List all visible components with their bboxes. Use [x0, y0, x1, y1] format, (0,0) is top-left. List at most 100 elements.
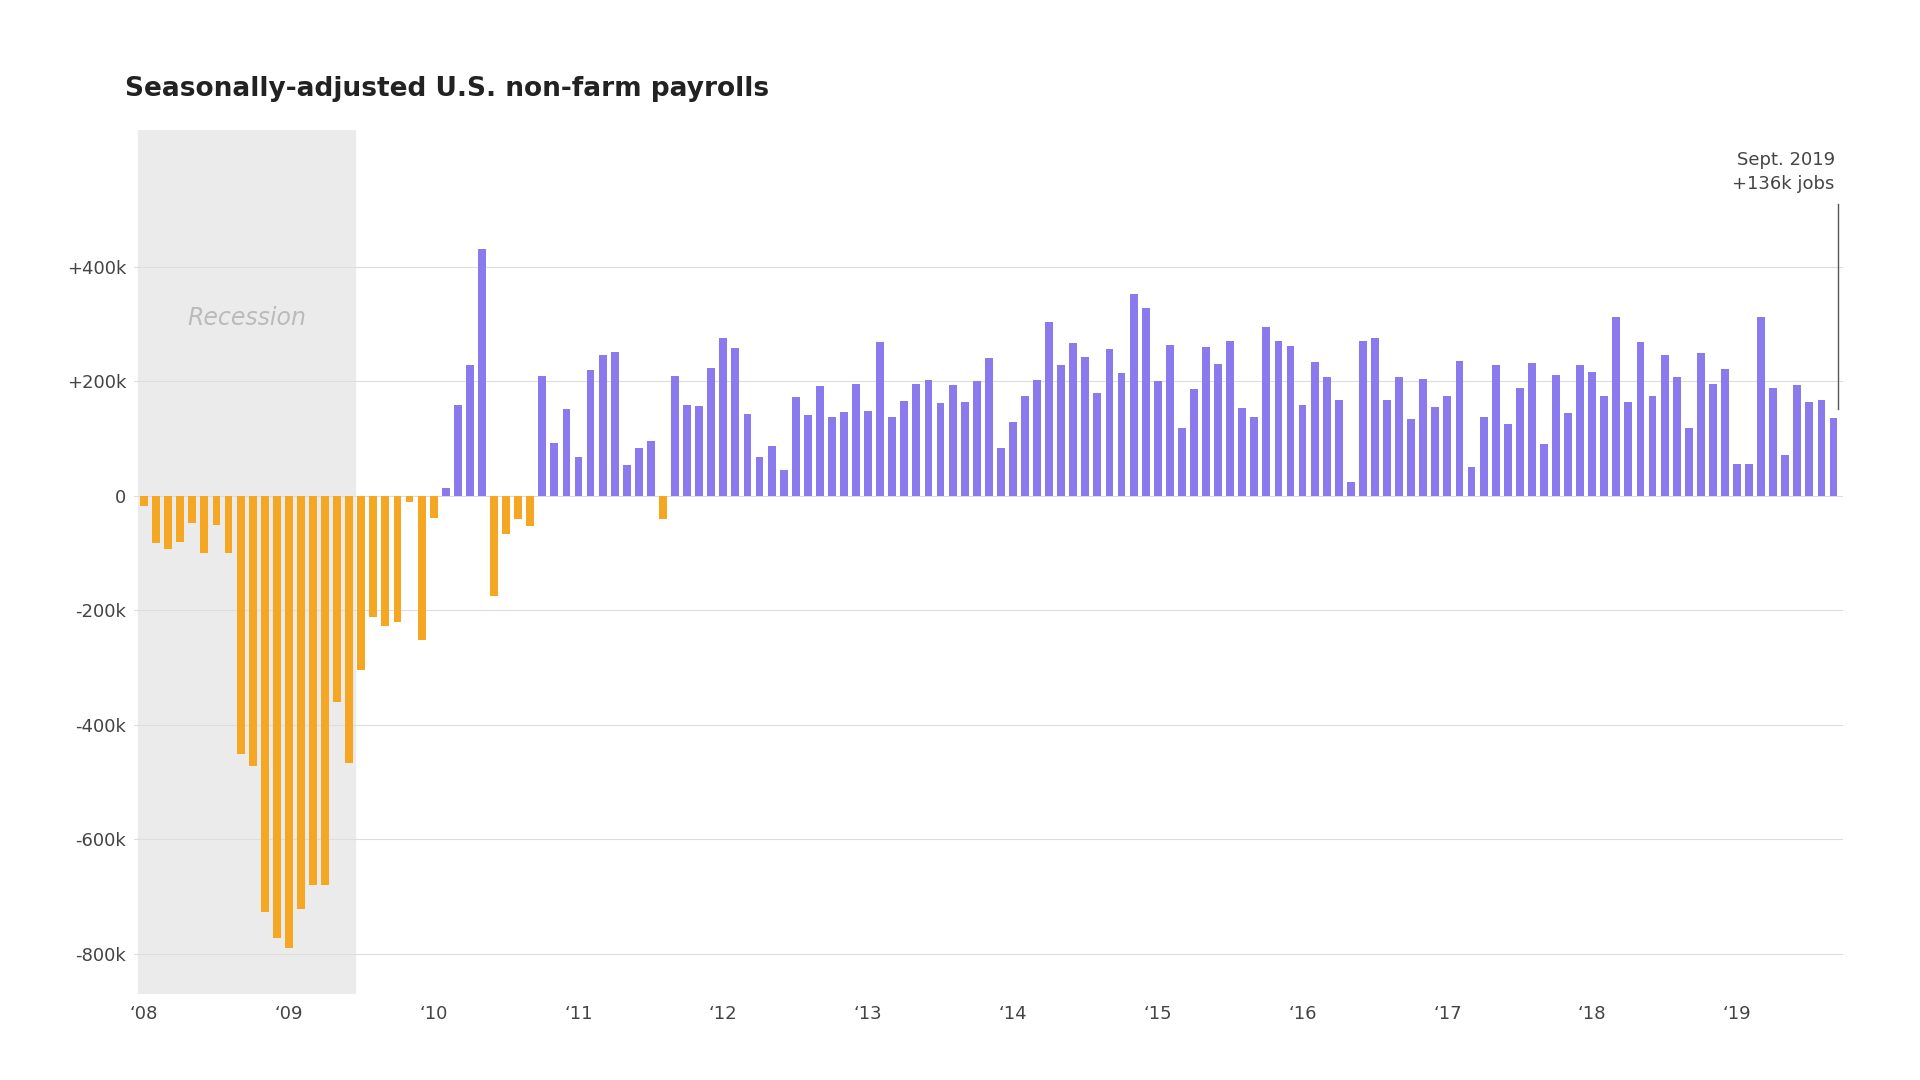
Bar: [743, 414, 751, 496]
Bar: [1709, 383, 1716, 496]
Bar: [1190, 389, 1198, 496]
Bar: [284, 496, 292, 948]
Bar: [1298, 405, 1306, 496]
Bar: [236, 496, 244, 755]
Bar: [1407, 419, 1415, 496]
Bar: [647, 441, 655, 496]
Bar: [948, 386, 956, 496]
Bar: [1238, 408, 1246, 496]
Bar: [900, 402, 908, 496]
Bar: [1348, 482, 1356, 496]
Bar: [804, 415, 812, 496]
Bar: [1432, 407, 1440, 496]
Bar: [1165, 345, 1173, 496]
Bar: [1782, 455, 1789, 496]
Bar: [188, 496, 196, 523]
Bar: [732, 348, 739, 496]
Bar: [1311, 363, 1319, 496]
Bar: [1396, 377, 1404, 496]
Bar: [467, 365, 474, 496]
Bar: [1444, 395, 1452, 496]
Bar: [1250, 417, 1258, 496]
Bar: [1588, 373, 1596, 496]
Bar: [1455, 362, 1463, 496]
Bar: [1793, 386, 1801, 496]
Bar: [1033, 380, 1041, 496]
Bar: [261, 496, 269, 913]
Bar: [852, 383, 860, 496]
Bar: [622, 464, 630, 496]
Bar: [369, 496, 376, 617]
Bar: [357, 496, 365, 670]
Bar: [1359, 340, 1367, 496]
Bar: [1021, 395, 1029, 496]
Text: Sept. 2019
+136k jobs: Sept. 2019 +136k jobs: [1732, 151, 1836, 192]
Bar: [478, 249, 486, 496]
Bar: [152, 496, 159, 543]
Text: Seasonally-adjusted U.S. non-farm payrolls: Seasonally-adjusted U.S. non-farm payrol…: [125, 76, 768, 102]
Bar: [1770, 388, 1778, 496]
Bar: [1818, 400, 1826, 496]
Bar: [442, 488, 449, 496]
Bar: [925, 380, 933, 496]
Bar: [841, 413, 849, 496]
Bar: [1286, 346, 1294, 496]
Bar: [334, 496, 342, 702]
Bar: [659, 496, 666, 519]
Bar: [611, 352, 618, 496]
Bar: [1649, 395, 1657, 496]
Bar: [1179, 428, 1187, 496]
Bar: [707, 368, 714, 496]
Bar: [1129, 294, 1137, 496]
Bar: [636, 448, 643, 496]
Bar: [1069, 343, 1077, 496]
Bar: [1830, 418, 1837, 496]
Bar: [298, 496, 305, 909]
Bar: [1757, 318, 1764, 496]
Bar: [1382, 401, 1390, 496]
Bar: [1805, 402, 1812, 496]
Bar: [960, 402, 968, 496]
Bar: [684, 405, 691, 496]
Bar: [985, 357, 993, 496]
Bar: [816, 386, 824, 496]
Bar: [1686, 428, 1693, 496]
Bar: [1551, 375, 1559, 496]
Bar: [864, 411, 872, 496]
Bar: [1467, 468, 1475, 496]
Bar: [912, 384, 920, 496]
Bar: [538, 376, 545, 496]
Bar: [419, 496, 426, 640]
Bar: [1154, 381, 1162, 496]
Bar: [1576, 365, 1584, 496]
Bar: [720, 338, 728, 496]
Bar: [1624, 402, 1632, 496]
Bar: [140, 496, 148, 505]
Bar: [165, 496, 173, 549]
Bar: [430, 496, 438, 518]
Bar: [273, 496, 280, 939]
Bar: [876, 342, 883, 496]
Bar: [1480, 417, 1488, 496]
Bar: [1334, 401, 1342, 496]
Bar: [405, 496, 413, 502]
Bar: [780, 470, 787, 496]
Bar: [1213, 364, 1221, 496]
Bar: [1517, 388, 1524, 496]
Bar: [453, 405, 461, 496]
Bar: [1117, 374, 1125, 496]
Bar: [1044, 322, 1052, 496]
Bar: [791, 397, 799, 496]
Bar: [1613, 316, 1620, 496]
Bar: [309, 496, 317, 886]
Bar: [563, 409, 570, 496]
Bar: [889, 417, 897, 496]
Bar: [200, 496, 207, 553]
Bar: [768, 446, 776, 496]
Bar: [213, 496, 221, 525]
Bar: [588, 370, 595, 496]
Bar: [1672, 377, 1680, 496]
Bar: [503, 496, 511, 534]
Bar: [225, 496, 232, 553]
Bar: [515, 496, 522, 519]
